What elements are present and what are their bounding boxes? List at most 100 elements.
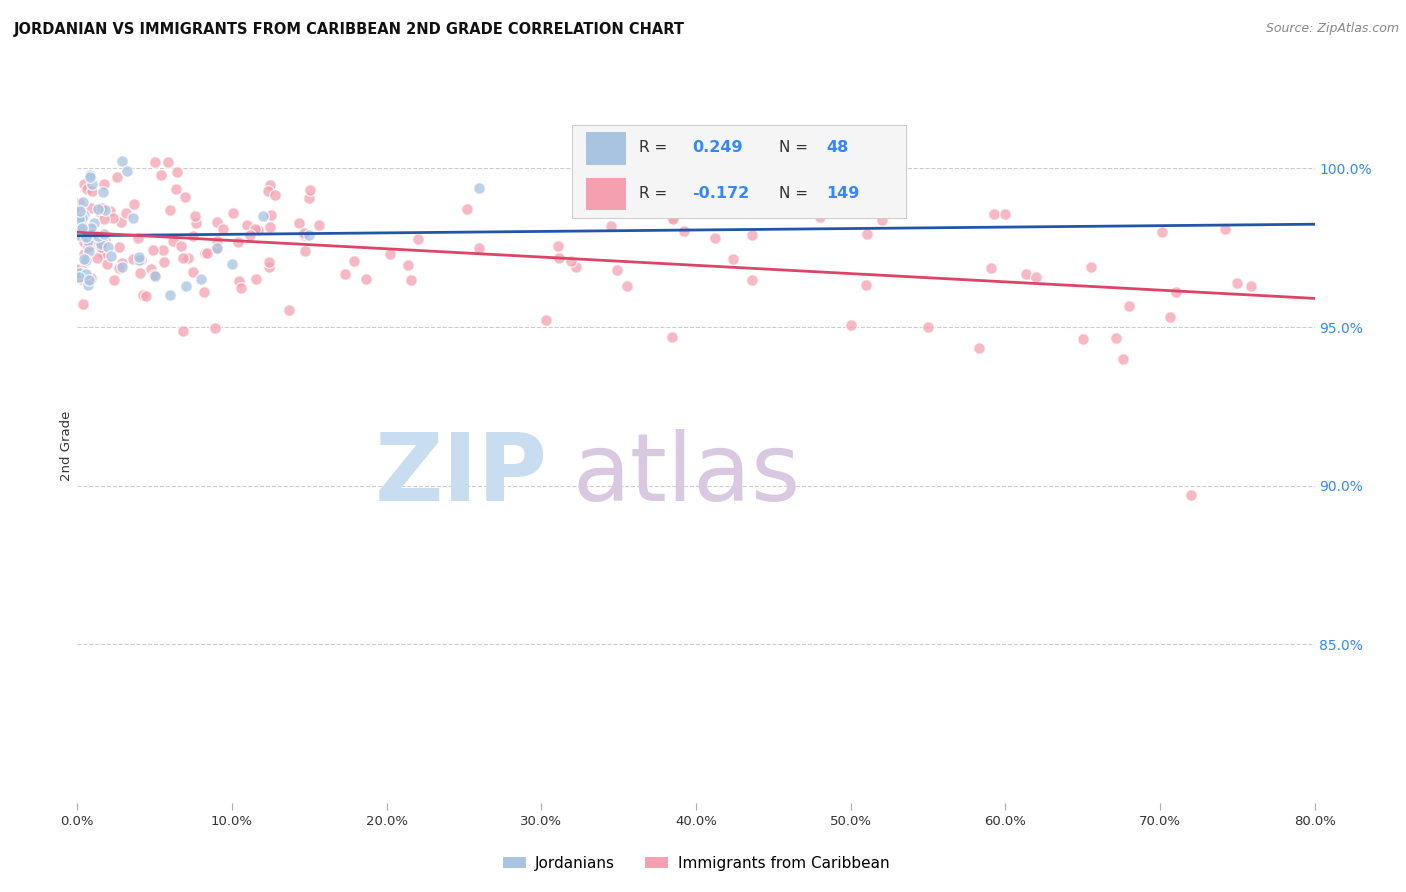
Point	[356, 271, 378, 285]
Point	[735, 200, 758, 214]
Point	[616, 278, 638, 293]
Point	[259, 219, 281, 234]
Point	[90, 240, 112, 254]
Point	[159, 202, 181, 217]
Point	[399, 273, 422, 287]
Point	[662, 211, 685, 226]
Point	[143, 268, 166, 282]
Point	[298, 191, 321, 205]
Point	[73, 247, 96, 261]
Point	[142, 243, 165, 257]
Point	[128, 252, 150, 267]
Text: Source: ZipAtlas.com: Source: ZipAtlas.com	[1265, 22, 1399, 36]
Legend: Jordanians, Immigrants from Caribbean: Jordanians, Immigrants from Caribbean	[496, 850, 896, 877]
Point	[72, 194, 94, 209]
Point	[77, 234, 100, 248]
Point	[93, 227, 115, 241]
Point	[67, 261, 90, 276]
Point	[183, 209, 205, 223]
Point	[197, 246, 219, 260]
Point	[82, 236, 104, 251]
Point	[75, 229, 97, 244]
Point	[80, 227, 103, 242]
Point	[292, 227, 315, 241]
Point	[77, 277, 100, 292]
Point	[565, 260, 588, 274]
Point	[159, 288, 181, 302]
Point	[704, 231, 727, 245]
Point	[166, 165, 188, 179]
Point	[110, 256, 132, 270]
Point	[127, 231, 149, 245]
Point	[299, 184, 322, 198]
Point	[87, 229, 110, 244]
Point	[86, 251, 108, 265]
Point	[162, 234, 184, 248]
Point	[91, 201, 114, 215]
Point	[152, 244, 174, 258]
Text: 48: 48	[827, 140, 848, 155]
Point	[246, 222, 269, 236]
Point	[226, 235, 249, 249]
Point	[108, 260, 131, 275]
Point	[264, 187, 287, 202]
Point	[1240, 279, 1263, 293]
Point	[606, 203, 628, 218]
Bar	[586, 178, 626, 211]
Point	[83, 216, 105, 230]
Point	[87, 202, 110, 217]
Point	[139, 262, 162, 277]
Point	[673, 224, 696, 238]
Point	[212, 221, 235, 235]
Point	[967, 341, 990, 355]
Point	[661, 330, 683, 344]
Point	[228, 274, 250, 288]
Point	[93, 211, 115, 226]
Bar	[586, 132, 626, 165]
Point	[79, 244, 101, 258]
Point	[292, 228, 315, 243]
Point	[69, 210, 91, 224]
Point	[122, 197, 145, 211]
Point	[468, 241, 491, 255]
Point	[107, 240, 129, 254]
Point	[229, 281, 252, 295]
Point	[1213, 222, 1236, 236]
Point	[994, 207, 1017, 221]
Point	[110, 215, 132, 229]
Point	[91, 185, 114, 199]
Point	[131, 253, 153, 268]
Point	[1180, 488, 1202, 502]
Point	[1071, 332, 1094, 346]
Point	[96, 240, 118, 254]
Point	[221, 257, 243, 271]
Point	[839, 318, 862, 333]
Point	[173, 190, 195, 204]
Point	[76, 182, 98, 196]
Point	[547, 251, 569, 265]
Point	[105, 169, 128, 184]
Point	[547, 238, 569, 252]
Point	[721, 252, 744, 266]
Point	[67, 266, 90, 280]
Point	[1014, 267, 1036, 281]
Point	[90, 237, 112, 252]
Point	[80, 271, 103, 285]
Point	[870, 212, 893, 227]
Point	[91, 236, 114, 251]
Point	[190, 272, 212, 286]
Point	[855, 277, 877, 292]
Point	[1118, 299, 1140, 313]
Point	[132, 288, 155, 302]
Point	[298, 228, 321, 243]
Point	[1105, 331, 1128, 345]
Point	[172, 252, 194, 266]
Point	[278, 302, 301, 317]
Point	[150, 168, 173, 182]
Point	[1080, 260, 1102, 274]
Point	[115, 164, 138, 178]
Point	[181, 265, 204, 279]
Text: -0.172: -0.172	[693, 186, 749, 202]
Point	[93, 177, 115, 191]
Point	[343, 253, 366, 268]
